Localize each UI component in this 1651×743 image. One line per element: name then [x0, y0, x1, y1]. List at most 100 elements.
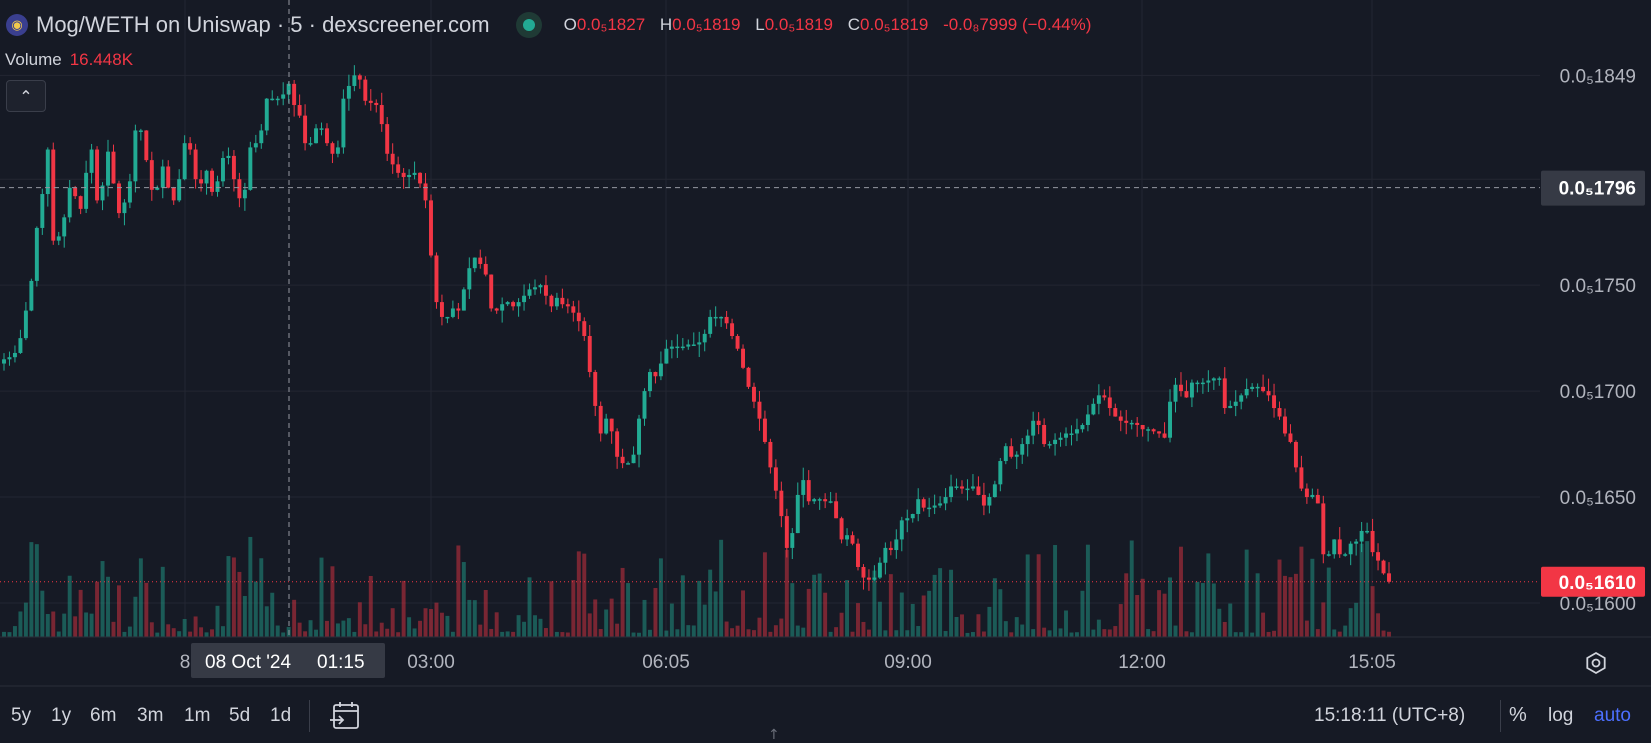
candle-body-131 — [719, 316, 724, 319]
candle-body-239 — [1310, 494, 1315, 498]
clock-readout[interactable]: 15:18:11 (UTC+8) — [1314, 705, 1466, 726]
low-value: 0.0₅1819 — [764, 15, 833, 34]
candle-body-99 — [543, 285, 548, 296]
volume-bar-227 — [1244, 549, 1249, 637]
volume-bar-72 — [396, 632, 401, 637]
candle-body-92 — [505, 302, 510, 305]
collapse-legend-button[interactable]: ⌃ — [6, 80, 46, 112]
auto-scale-button[interactable]: auto — [1594, 705, 1631, 726]
volume-bar-213 — [1168, 577, 1172, 637]
volume-label: Volume — [5, 50, 62, 69]
volume-bar-62 — [341, 620, 346, 637]
volume-bar-159 — [872, 570, 877, 637]
volume-bar-16 — [89, 613, 94, 637]
volume-bar-201 — [1102, 629, 1107, 637]
candle-body-244 — [1337, 539, 1342, 555]
candle-body-234 — [1283, 416, 1287, 434]
volume-bar-18 — [100, 561, 105, 637]
candle-body-153 — [839, 518, 844, 540]
candle-body-141 — [773, 467, 778, 491]
range-5y-button[interactable]: 5y — [11, 705, 32, 726]
candle-body-210 — [1151, 429, 1156, 432]
volume-bar-15 — [84, 612, 89, 637]
high-value: 0.0₅1819 — [672, 15, 741, 34]
candle-body-179 — [981, 494, 986, 506]
goto-date-calendar-icon[interactable] — [328, 700, 362, 732]
candles — [2, 65, 1391, 591]
candle-body-44 — [242, 189, 247, 199]
candle-body-237 — [1299, 467, 1304, 489]
candle-body-96 — [527, 289, 532, 296]
volume-bar-250 — [1370, 586, 1375, 637]
candle-body-53 — [292, 83, 297, 106]
candle-body-192 — [1053, 439, 1058, 445]
volume-bar-10 — [56, 631, 61, 637]
volume-bar-172 — [943, 631, 948, 637]
range-1y-button[interactable]: 1y — [51, 705, 72, 726]
range-1m-button[interactable]: 1m — [184, 705, 211, 726]
x-tick-label-2: 06:05 — [642, 652, 690, 673]
volume-bar-87 — [478, 624, 483, 637]
volume-bar-157 — [861, 621, 866, 637]
candle-body-150 — [823, 499, 828, 502]
volume-bar-103 — [565, 632, 570, 637]
candle-body-108 — [593, 372, 598, 406]
candle-body-178 — [976, 486, 981, 495]
candle-body-89 — [489, 274, 494, 309]
log-scale-button[interactable]: log — [1548, 705, 1574, 726]
candle-body-88 — [483, 263, 488, 275]
volume-bar-236 — [1293, 573, 1298, 637]
volume-bar-1 — [7, 632, 12, 637]
candle-body-45 — [248, 147, 253, 190]
volume-bar-59 — [325, 620, 329, 637]
candle-body-124 — [680, 346, 685, 349]
volume-bar-104 — [571, 580, 576, 637]
volume-bar-135 — [741, 590, 746, 637]
volume-bar-4 — [23, 602, 28, 637]
candle-body-86 — [472, 257, 477, 269]
candle-body-22 — [122, 202, 127, 214]
price-chart[interactable]: 0.0₅18490.0₅18000.0₅17500.0₅17000.0₅1650… — [0, 0, 1651, 687]
candle-body-116 — [637, 418, 641, 455]
volume-bar-209 — [1146, 629, 1151, 637]
volume-bar-25 — [138, 558, 143, 637]
candle-body-15 — [84, 172, 89, 209]
candle-body-194 — [1064, 433, 1068, 438]
range-3m-button[interactable]: 3m — [137, 705, 164, 726]
panel-resize-handle-icon[interactable]: ↑ — [768, 727, 780, 743]
volume-bar-166 — [910, 603, 915, 637]
candle-body-46 — [253, 143, 258, 148]
range-1d-button[interactable]: 1d — [270, 705, 292, 726]
percent-scale-button[interactable]: % — [1509, 704, 1527, 726]
candle-body-191 — [1047, 444, 1052, 446]
candle-body-5 — [29, 280, 34, 311]
candle-body-146 — [801, 480, 806, 495]
volume-bar-117 — [642, 599, 647, 637]
market-status-icon[interactable] — [515, 12, 542, 38]
volume-bar-215 — [1179, 546, 1183, 637]
volume-bar-19 — [106, 576, 110, 637]
candle-body-243 — [1332, 539, 1337, 555]
volume-bar-249 — [1365, 541, 1370, 637]
candle-body-29 — [160, 166, 165, 188]
candle-body-0 — [2, 359, 6, 364]
range-6m-button[interactable]: 6m — [90, 705, 117, 726]
candle-body-79 — [434, 255, 439, 303]
volume-bar-69 — [379, 622, 384, 637]
volume-bar-151 — [828, 631, 833, 637]
close-value: 0.0₅1819 — [860, 15, 929, 34]
candle-body-188 — [1031, 420, 1036, 436]
range-5d-button[interactable]: 5d — [229, 705, 251, 726]
volume-bar-120 — [658, 558, 663, 637]
candle-body-198 — [1085, 414, 1090, 426]
volume-bar-152 — [834, 627, 839, 637]
candle-body-207 — [1135, 422, 1140, 426]
chart-settings-icon[interactable] — [1584, 651, 1608, 675]
candle-body-18 — [100, 185, 105, 201]
candle-body-47 — [259, 130, 264, 144]
candle-body-98 — [538, 285, 543, 288]
candle-body-57 — [314, 128, 319, 144]
candle-body-248 — [1359, 530, 1364, 542]
candle-body-100 — [549, 295, 554, 307]
volume-bar-147 — [806, 588, 811, 637]
